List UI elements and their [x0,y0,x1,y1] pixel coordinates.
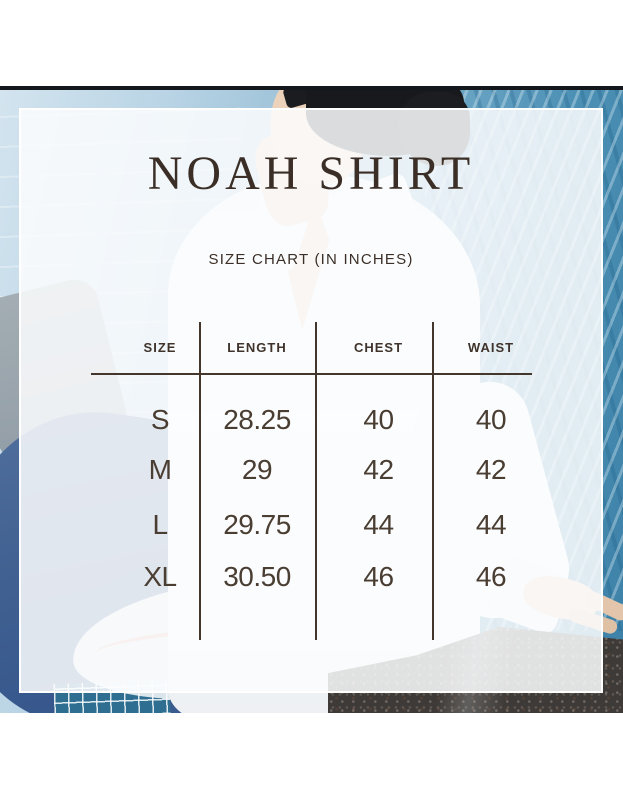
cell-waist: 42 [475,454,507,485]
product-title: NOAH SHIRT [147,147,475,200]
cell-chest: 42 [363,454,394,485]
table-row-l: L 29.75 44 44 [91,499,532,551]
table-divider-vertical [432,322,434,640]
column-header-waist: WAIST [467,340,515,355]
size-table: SIZE LENGTH CHEST WAIST S 28.25 40 40 M … [91,322,532,640]
cell-length: 29 [241,454,273,485]
cell-chest: 40 [363,404,394,435]
table-row-m: M 29 42 42 [91,444,532,496]
column-header-chest: CHEST [353,340,404,355]
cell-chest: 44 [363,509,394,540]
cell-size: M [148,454,172,485]
table-header-underline [91,373,532,375]
cell-length: 28.25 [223,404,291,435]
chart-subtitle: SIZE CHART (IN INCHES) [208,251,414,268]
photo-top-edge [0,86,623,90]
cell-length: 30.50 [223,561,291,592]
cell-size: S [150,404,170,435]
cell-waist: 40 [475,404,507,435]
cell-waist: 46 [475,561,507,592]
cell-size: L [152,509,168,540]
column-header-length: LENGTH [227,340,287,355]
cell-waist: 44 [475,509,507,540]
cell-length: 29.75 [223,509,291,540]
table-row-s: S 28.25 40 40 [91,394,532,446]
table-row-xl: XL 30.50 46 46 [91,551,532,603]
cell-chest: 46 [363,561,394,592]
column-header-size: SIZE [143,340,177,355]
table-divider-vertical [315,322,317,640]
cell-size: XL [143,561,177,592]
table-divider-vertical [199,322,201,640]
size-chart-panel: NOAH SHIRT SIZE CHART (IN INCHES) SIZE L… [19,108,603,693]
table-header-row: SIZE LENGTH CHEST WAIST [91,322,532,373]
